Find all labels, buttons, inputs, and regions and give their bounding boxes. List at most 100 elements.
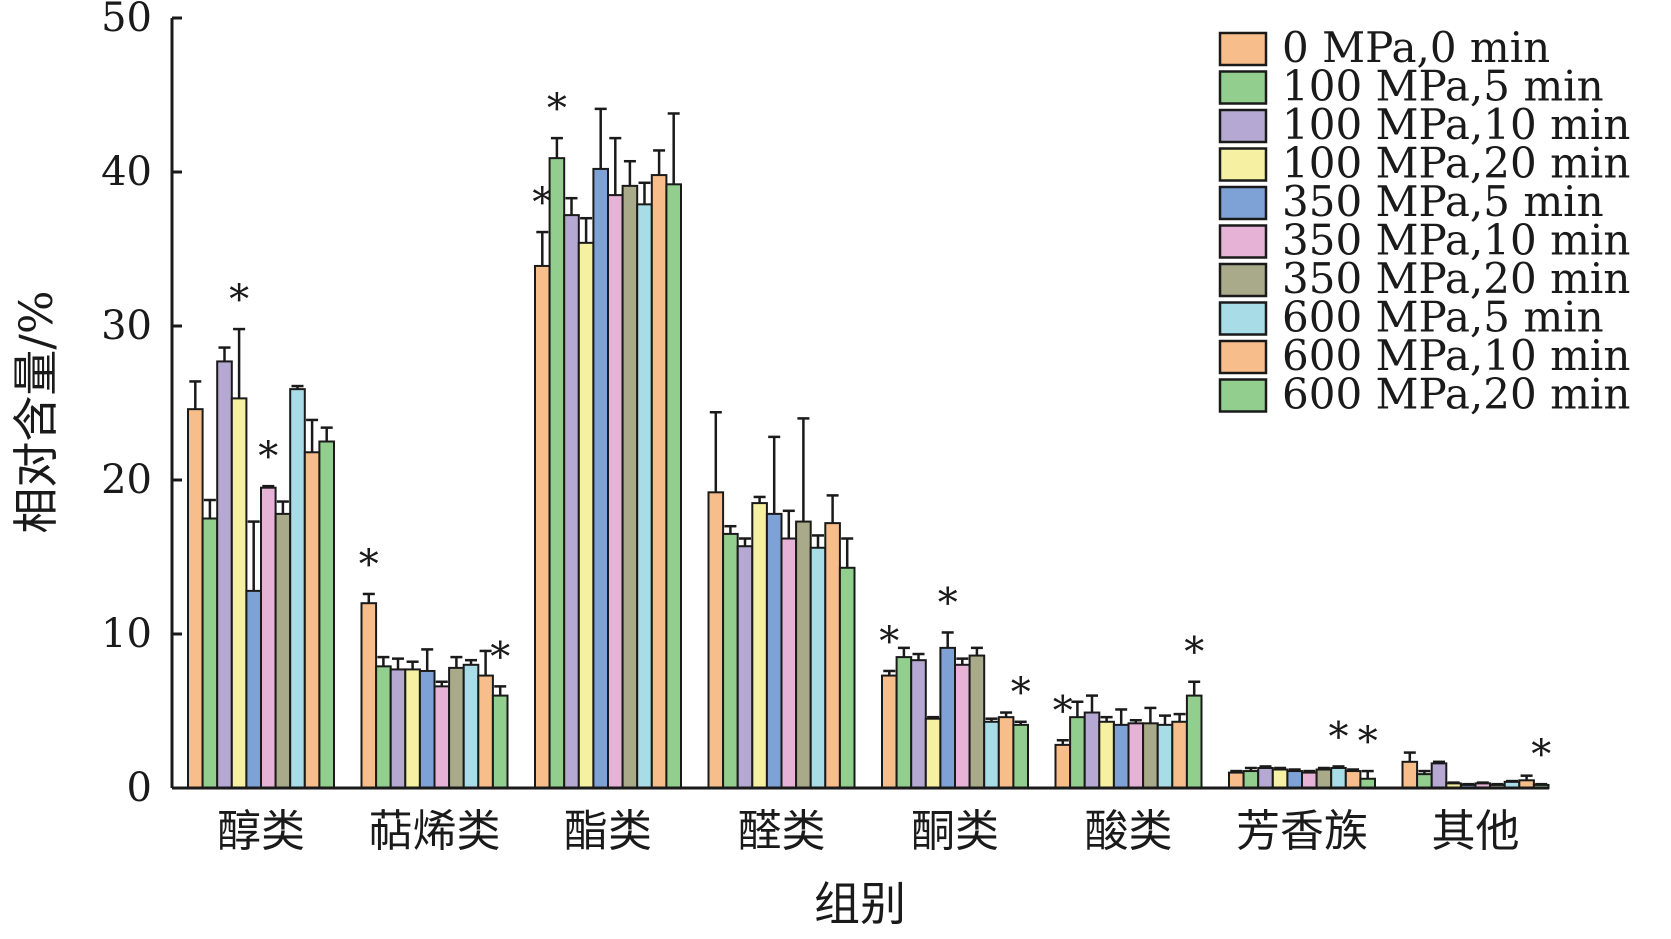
x-category-label: 酮类: [911, 806, 999, 857]
y-axis-title: 相对含量/%: [9, 290, 63, 533]
bar: [809, 546, 827, 790]
legend-label: 600 MPa,20 min: [1282, 370, 1630, 419]
legend-label: 600 MPa,5 min: [1282, 293, 1604, 342]
bar: [1069, 716, 1086, 789]
legend-label: 0 MPa,0 min: [1282, 23, 1550, 72]
significance-star: *: [938, 580, 958, 626]
bar: [318, 440, 335, 789]
bar: [751, 502, 768, 789]
legend-swatch: [1218, 147, 1268, 182]
bar: [1344, 770, 1362, 789]
bar: [534, 264, 551, 789]
bar: [577, 241, 595, 789]
significance-star: *: [547, 86, 567, 132]
significance-star: *: [1053, 688, 1073, 734]
axes-layer: [170, 18, 1549, 790]
bar: [910, 659, 927, 789]
significance-star: *: [1329, 714, 1349, 760]
bar: [997, 716, 1015, 789]
bar: [707, 491, 725, 789]
legend-label: 100 MPa,5 min: [1282, 62, 1604, 111]
bar: [765, 512, 783, 789]
bar: [1054, 743, 1072, 790]
bar: [1430, 762, 1448, 789]
bar: [1401, 760, 1419, 790]
bar: [187, 408, 204, 789]
bar: [650, 174, 668, 789]
bar: [954, 663, 971, 789]
bar: [1142, 722, 1159, 790]
legend-swatch: [1218, 378, 1268, 413]
bar: [636, 203, 653, 789]
bar: [1083, 711, 1101, 789]
bar: [1242, 770, 1260, 789]
legend-swatch: [1218, 262, 1268, 298]
bar: [924, 717, 942, 790]
x-category-label: 芳香族: [1236, 806, 1368, 857]
bar: [548, 157, 566, 789]
legend-label: 350 MPa,5 min: [1282, 177, 1604, 226]
significance-star: *: [1531, 732, 1551, 778]
bar: [260, 486, 277, 789]
bar: [418, 669, 436, 790]
bar: [824, 522, 841, 789]
bar: [895, 656, 913, 789]
significance-star: *: [532, 180, 552, 226]
legend-swatch: [1218, 185, 1268, 221]
bar: [983, 720, 1000, 790]
bar: [433, 685, 451, 789]
legend-label: 350 MPa,20 min: [1282, 254, 1630, 303]
bar: [621, 184, 639, 790]
significance-star: *: [258, 434, 278, 480]
y-tick-label: 40: [101, 149, 152, 195]
bar: [1185, 694, 1203, 789]
bar: [1098, 720, 1115, 790]
bar: [404, 668, 421, 789]
bar: [448, 666, 465, 790]
bar: [780, 537, 798, 790]
bar: [375, 665, 392, 790]
legend-swatch: [1218, 301, 1268, 336]
x-category-label: 酯类: [564, 806, 652, 857]
legend-swatch: [1218, 31, 1268, 67]
bar: [1315, 768, 1333, 790]
x-category-label: 酸类: [1085, 806, 1173, 857]
bar: [491, 694, 509, 789]
bar: [1330, 766, 1347, 789]
significance-star: *: [229, 277, 249, 323]
bar: [289, 388, 306, 789]
bar: [722, 532, 739, 790]
bar: [736, 545, 754, 789]
bar: [968, 654, 986, 789]
bar: [939, 646, 957, 789]
legend-swatch: [1218, 339, 1268, 375]
bar: [1171, 720, 1188, 790]
bar: [1301, 771, 1318, 789]
y-tick-label: 10: [101, 611, 152, 657]
bar: [230, 397, 248, 789]
bar: [592, 167, 610, 790]
bar: [216, 360, 233, 789]
bar: [389, 668, 407, 789]
bar: [795, 520, 812, 790]
bar: [1286, 770, 1304, 789]
bar: [563, 214, 580, 789]
x-category-label: 其他: [1432, 806, 1520, 857]
x-category-label: 醇类: [217, 806, 305, 857]
bar: [1127, 722, 1145, 790]
bar: [201, 517, 219, 789]
significance-star: *: [490, 634, 510, 680]
bar: [838, 566, 856, 790]
bar: [360, 602, 378, 790]
bar: [881, 674, 898, 790]
bar: [274, 512, 292, 789]
significance-star: *: [1184, 630, 1204, 676]
legend-label: 100 MPa,20 min: [1282, 139, 1630, 188]
x-category-label: 萜烯类: [369, 806, 501, 857]
bar: [1112, 723, 1130, 789]
bar: [1271, 768, 1289, 790]
x-category-labels: 醇类 萜烯类 酯类 醛类 酮类 酸类 芳香族 其他: [217, 806, 1520, 857]
